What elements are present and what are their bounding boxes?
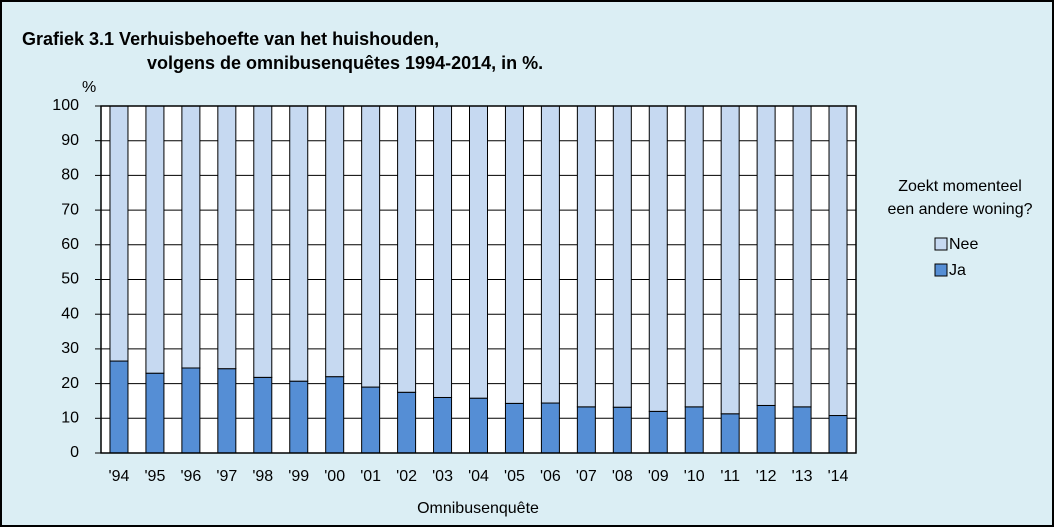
y-tick-label: 80 [61, 167, 79, 184]
y-tick-label: 50 [61, 271, 79, 288]
bar-segment [433, 396, 453, 454]
bar-segment [181, 367, 201, 454]
bar-segment [612, 105, 632, 408]
y-tick-label: 60 [61, 236, 79, 253]
bar-segment [612, 406, 632, 454]
bar-segment [684, 406, 704, 454]
bar-segment [504, 105, 524, 404]
bar-segment [720, 105, 740, 415]
bar-segment [756, 404, 776, 454]
y-tick-label: 0 [70, 444, 79, 461]
x-tick-label: '07 [576, 468, 597, 485]
x-tick-label: '13 [792, 468, 813, 485]
chart-title: Grafiek 3.1 Verhuisbehoefte van het huis… [22, 29, 439, 49]
bar-segment [325, 105, 345, 378]
legend-swatch [934, 263, 948, 277]
x-tick-label: '01 [360, 468, 381, 485]
x-tick-label: '06 [540, 468, 561, 485]
x-tick-label: '97 [216, 468, 237, 485]
bar-segment [792, 105, 812, 408]
x-tick-label: '11 [720, 468, 740, 485]
bar-segment [576, 105, 596, 408]
bar-segment [504, 402, 524, 454]
bar-segment [540, 402, 560, 454]
x-tick-label: '99 [288, 468, 309, 485]
bar-segment [253, 105, 273, 378]
bar-segment [289, 380, 309, 454]
plot-border [100, 105, 857, 454]
y-tick-label: 70 [61, 201, 79, 218]
x-tick-label: '10 [684, 468, 705, 485]
x-tick-label: '95 [144, 468, 165, 485]
bar-segment [289, 105, 309, 382]
x-tick-label: '00 [324, 468, 345, 485]
bar-segment [433, 105, 453, 398]
x-tick-label: '96 [180, 468, 201, 485]
bar-segment [828, 105, 848, 417]
bar-segment [720, 413, 740, 454]
bar-segment [145, 372, 165, 454]
x-tick-label: '09 [648, 468, 669, 485]
x-axis-label: Omnibusenquête [417, 500, 539, 517]
bar-segment [109, 360, 129, 454]
bar-segment [648, 105, 668, 412]
bar-segment [397, 391, 417, 454]
bar-segment [361, 386, 381, 454]
bar-segment [469, 105, 488, 399]
y-tick-label: 90 [61, 132, 79, 149]
bar-segment [145, 105, 165, 374]
bar-segment [217, 368, 237, 454]
x-tick-label: '03 [432, 468, 453, 485]
y-tick-label: 100 [52, 97, 79, 114]
bar-segment [469, 397, 488, 454]
y-tick-label: 30 [61, 340, 79, 357]
x-tick-label: '04 [468, 468, 489, 485]
bar-segment [576, 406, 596, 454]
legend-label: Ja [949, 262, 966, 279]
chart-title: volgens de omnibusenquêtes 1994-2014, in… [147, 53, 543, 73]
bar-segment [397, 105, 417, 393]
bar-segment [325, 376, 345, 454]
y-tick-label: 10 [61, 410, 79, 427]
x-tick-label: '94 [109, 468, 130, 485]
bar-segment [540, 105, 560, 404]
legend-label: Nee [949, 236, 978, 253]
bar-segment [361, 105, 381, 388]
x-tick-label: '08 [612, 468, 633, 485]
bar-segment [181, 105, 201, 369]
bar-segment [217, 105, 237, 370]
legend-title: een andere woning? [887, 201, 1032, 218]
y-tick-label: 20 [61, 375, 79, 392]
x-tick-label: '14 [828, 468, 849, 485]
legend-swatch [934, 237, 948, 251]
legend-title: Zoekt momenteel [898, 178, 1022, 195]
y-tick-label: 40 [61, 305, 79, 322]
x-tick-label: '05 [504, 468, 525, 485]
bar-segment [756, 105, 776, 406]
bar-segment [253, 376, 273, 454]
x-tick-label: '12 [756, 468, 777, 485]
y-unit: % [82, 79, 96, 96]
x-tick-label: '02 [396, 468, 417, 485]
bar-segment [109, 105, 129, 362]
x-tick-label: '98 [252, 468, 273, 485]
bar-segment [792, 406, 812, 454]
bar-segment [684, 105, 704, 408]
bar-segment [828, 415, 848, 454]
bar-segment [648, 410, 668, 454]
